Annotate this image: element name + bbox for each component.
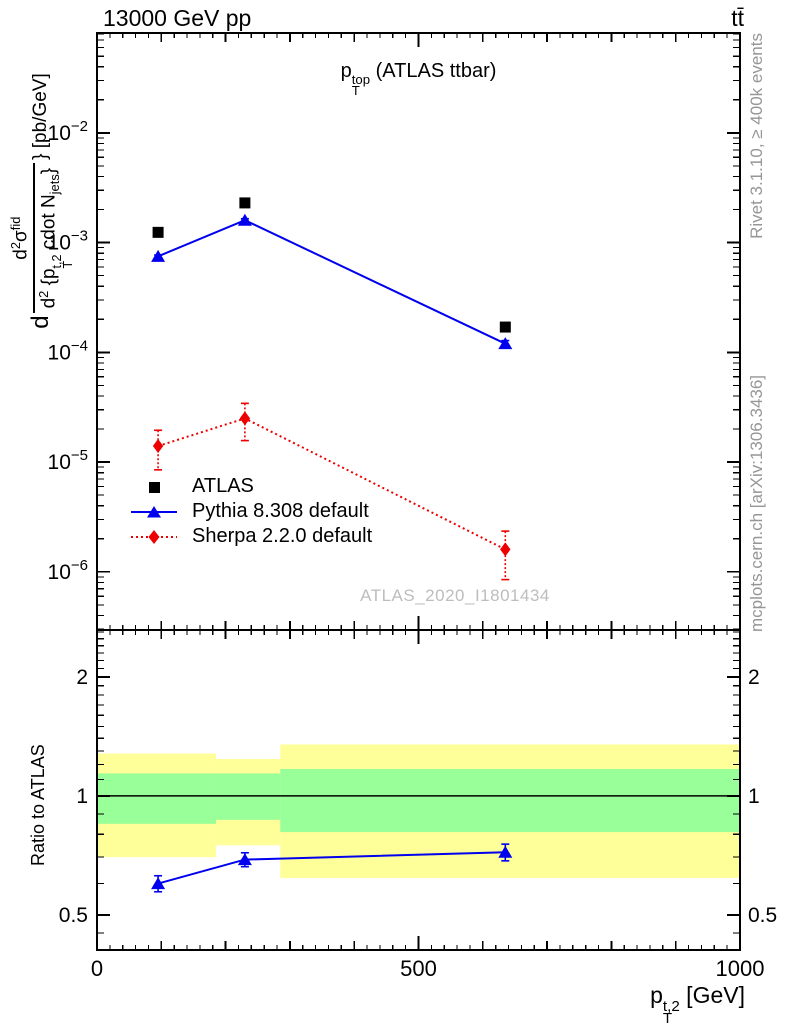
- legend-label-pythia: Pythia 8.308 default: [192, 500, 369, 522]
- legend-label-sherpa: Sherpa 2.2.0 default: [192, 525, 373, 547]
- series-pythia-ratio: [151, 843, 513, 893]
- y-label-denominator: d2 {p t,2 T cdot Njets}: [33, 162, 75, 314]
- svg-text:1000: 1000: [716, 956, 765, 981]
- legend-label-atlas: ATLAS: [192, 475, 254, 497]
- plot-title: p top T (ATLAS ttbar): [340, 60, 497, 98]
- pythia-line-triangle-icon: [131, 505, 177, 517]
- y-label-prefix: d: [26, 315, 54, 329]
- panel-frames: [96, 32, 741, 951]
- main-y-axis-label: d d2σfid d2 {p t,2 T cdot Njets} } [pb/GeV…: [8, 50, 75, 352]
- svg-text:0: 0: [91, 956, 103, 981]
- ratio-y-axis-label: Ratio to ATLAS: [28, 744, 48, 866]
- svg-text:2: 2: [76, 666, 88, 689]
- beam-energy-label: 13000 GeV pp: [103, 5, 252, 31]
- x-axis-label: p t,2 T [GeV]: [650, 982, 745, 1027]
- legend-item-sherpa: Sherpa 2.2.0 default: [130, 524, 372, 549]
- ratio-panel-frame: [96, 629, 741, 951]
- green-band: [280, 768, 740, 833]
- legend: ATLAS Pythia 8.308 default Sherpa 2.2.0 …: [130, 474, 372, 549]
- legend-item-atlas: ATLAS: [130, 474, 372, 499]
- svg-text:10−6: 10−6: [48, 557, 88, 584]
- analysis-id-watermark: ATLAS_2020_I1801434: [360, 586, 550, 605]
- legend-item-pythia: Pythia 8.308 default: [130, 499, 372, 524]
- process-label: tt̄: [731, 5, 744, 31]
- svg-text:0.5: 0.5: [59, 904, 88, 927]
- y-label-units: } [pb/GeV]: [29, 73, 51, 160]
- series-pythia: [151, 213, 513, 350]
- svg-text:10−5: 10−5: [48, 447, 88, 474]
- svg-text:1: 1: [76, 785, 88, 808]
- green-band: [97, 773, 216, 824]
- y-label-numerator: d2σfid: [8, 216, 32, 260]
- atlas-square-icon: [149, 481, 160, 493]
- series-sherpa: [152, 402, 511, 581]
- svg-text:1: 1: [748, 785, 760, 808]
- svg-text:0.5: 0.5: [748, 904, 777, 927]
- y-label-fraction: d2σfid d2 {p t,2 T cdot Njets}: [8, 162, 75, 314]
- svg-text:2: 2: [748, 666, 760, 689]
- sherpa-line-diamond-icon: [131, 529, 177, 544]
- svg-text:500: 500: [400, 956, 437, 981]
- series-atlas: [152, 197, 511, 333]
- rivet-version-note: Rivet 3.1.10, ≥ 400k events: [747, 33, 766, 239]
- ratio-uncertainty-bands: [97, 744, 740, 878]
